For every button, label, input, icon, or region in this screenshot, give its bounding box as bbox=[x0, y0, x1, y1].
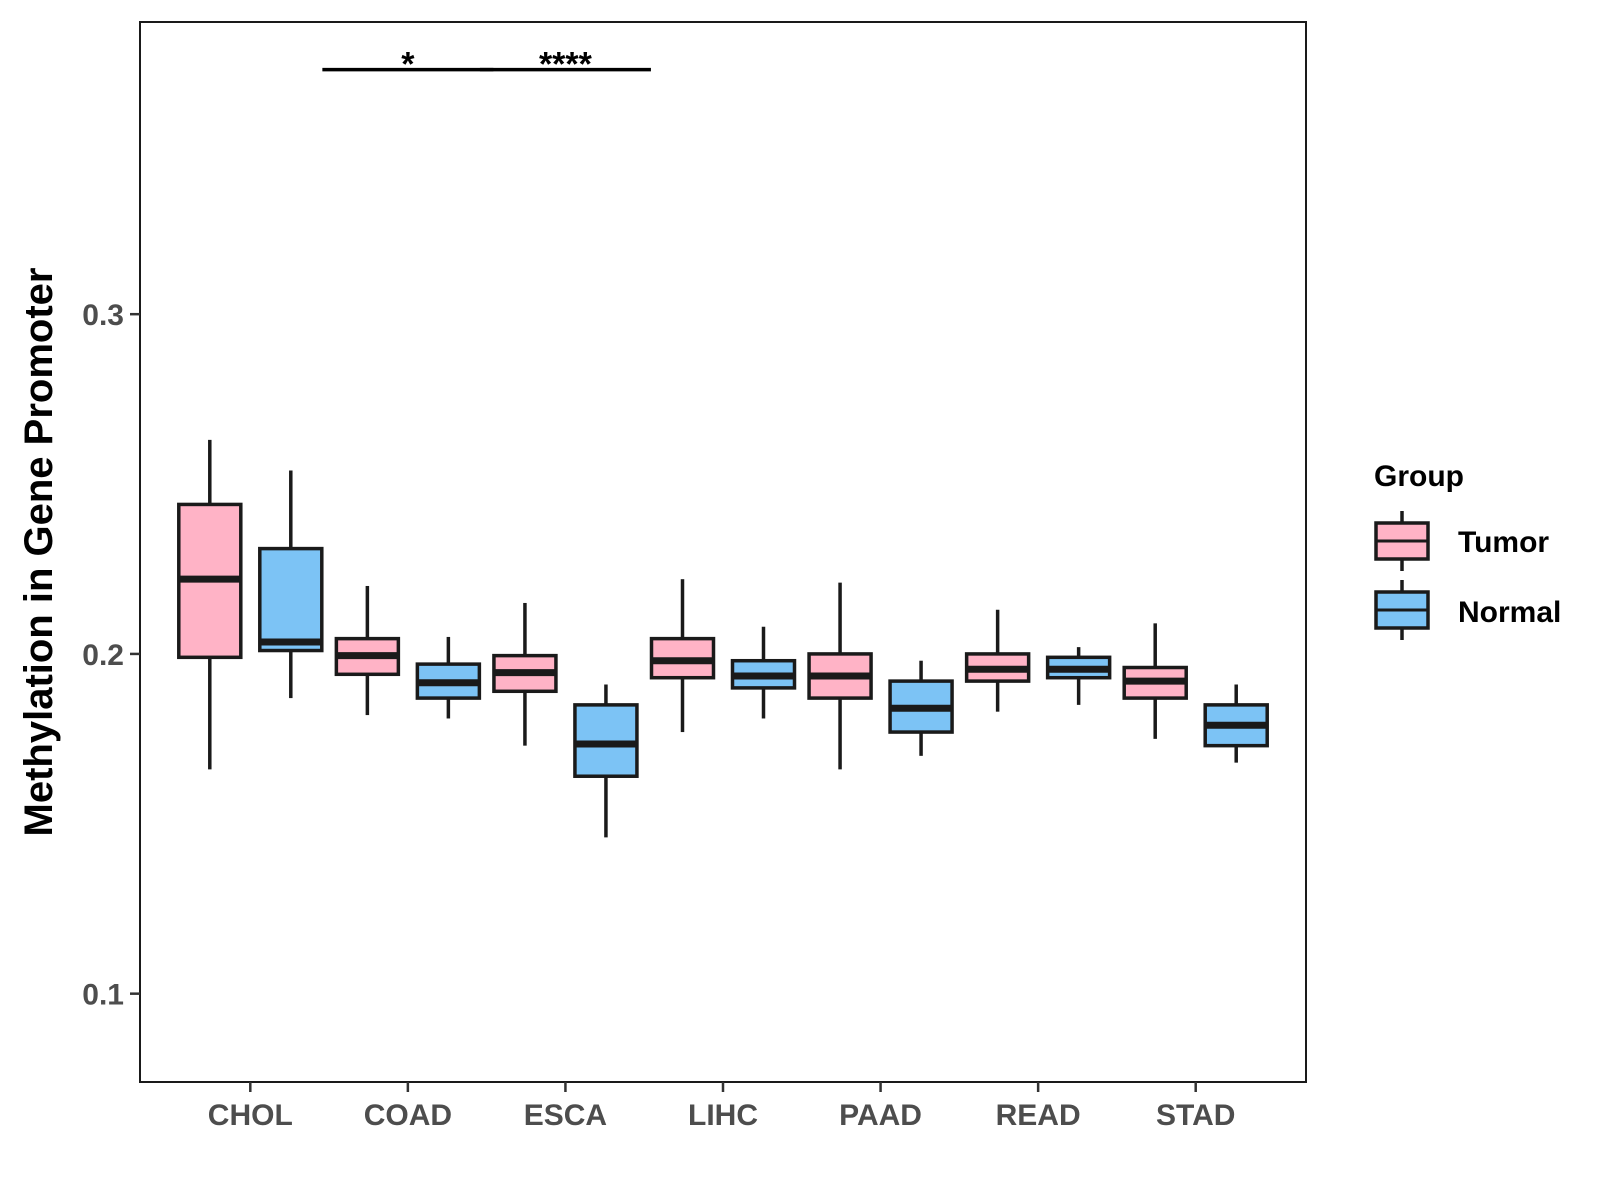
significance-label-esca: **** bbox=[539, 46, 593, 84]
box-tumor-read bbox=[964, 609, 1031, 712]
box-tumor-lihc bbox=[649, 579, 716, 733]
box-tumor-esca bbox=[492, 602, 558, 746]
box-normal-esca bbox=[573, 684, 639, 838]
x-tick-label-read: READ bbox=[996, 1099, 1081, 1132]
y-tick-label: 0.1 bbox=[82, 979, 124, 1012]
box-tumor-paad bbox=[807, 582, 873, 770]
y-tick-label: 0.3 bbox=[82, 299, 124, 332]
x-tick-label-paad: PAAD bbox=[839, 1099, 922, 1132]
box-tumor-chol bbox=[177, 439, 243, 770]
y-axis: 0.1 0.2 0.3 bbox=[82, 299, 140, 1012]
x-tick-label-lihc: LIHC bbox=[688, 1099, 758, 1132]
legend-title: Group bbox=[1374, 460, 1464, 493]
box-normal-lihc bbox=[730, 626, 797, 719]
legend-label-tumor: Tumor bbox=[1458, 526, 1549, 559]
box-tumor-coad bbox=[334, 585, 401, 716]
box-normal-stad bbox=[1203, 684, 1269, 763]
significance-annotations: * **** bbox=[322, 46, 651, 84]
box-normal-read bbox=[1045, 647, 1112, 705]
legend-label-normal: Normal bbox=[1458, 596, 1561, 629]
y-tick-label: 0.2 bbox=[82, 639, 124, 672]
box-iqr bbox=[258, 546, 324, 653]
x-tick-label-esca: ESCA bbox=[524, 1099, 607, 1132]
y-axis-title: Methylation in Gene Promoter bbox=[17, 268, 61, 837]
legend-key-tumor bbox=[1374, 511, 1430, 571]
box-normal-paad bbox=[888, 660, 954, 756]
legend-key-normal bbox=[1374, 580, 1430, 640]
box-tumor-stad bbox=[1122, 623, 1188, 739]
x-tick-label-chol: CHOL bbox=[208, 1099, 293, 1132]
x-axis: CHOL COAD ESCA LIHC PAAD READ STAD bbox=[208, 1082, 1235, 1132]
x-tick-label-stad: STAD bbox=[1156, 1099, 1235, 1132]
legend: Group Tumor Normal bbox=[1374, 460, 1561, 640]
boxes-layer bbox=[177, 439, 1269, 838]
box-normal-coad bbox=[415, 636, 482, 719]
x-tick-label-coad: COAD bbox=[364, 1099, 452, 1132]
box-normal-chol bbox=[258, 470, 324, 699]
plot-panel bbox=[139, 21, 1307, 1083]
significance-label-coad: * bbox=[401, 46, 415, 84]
